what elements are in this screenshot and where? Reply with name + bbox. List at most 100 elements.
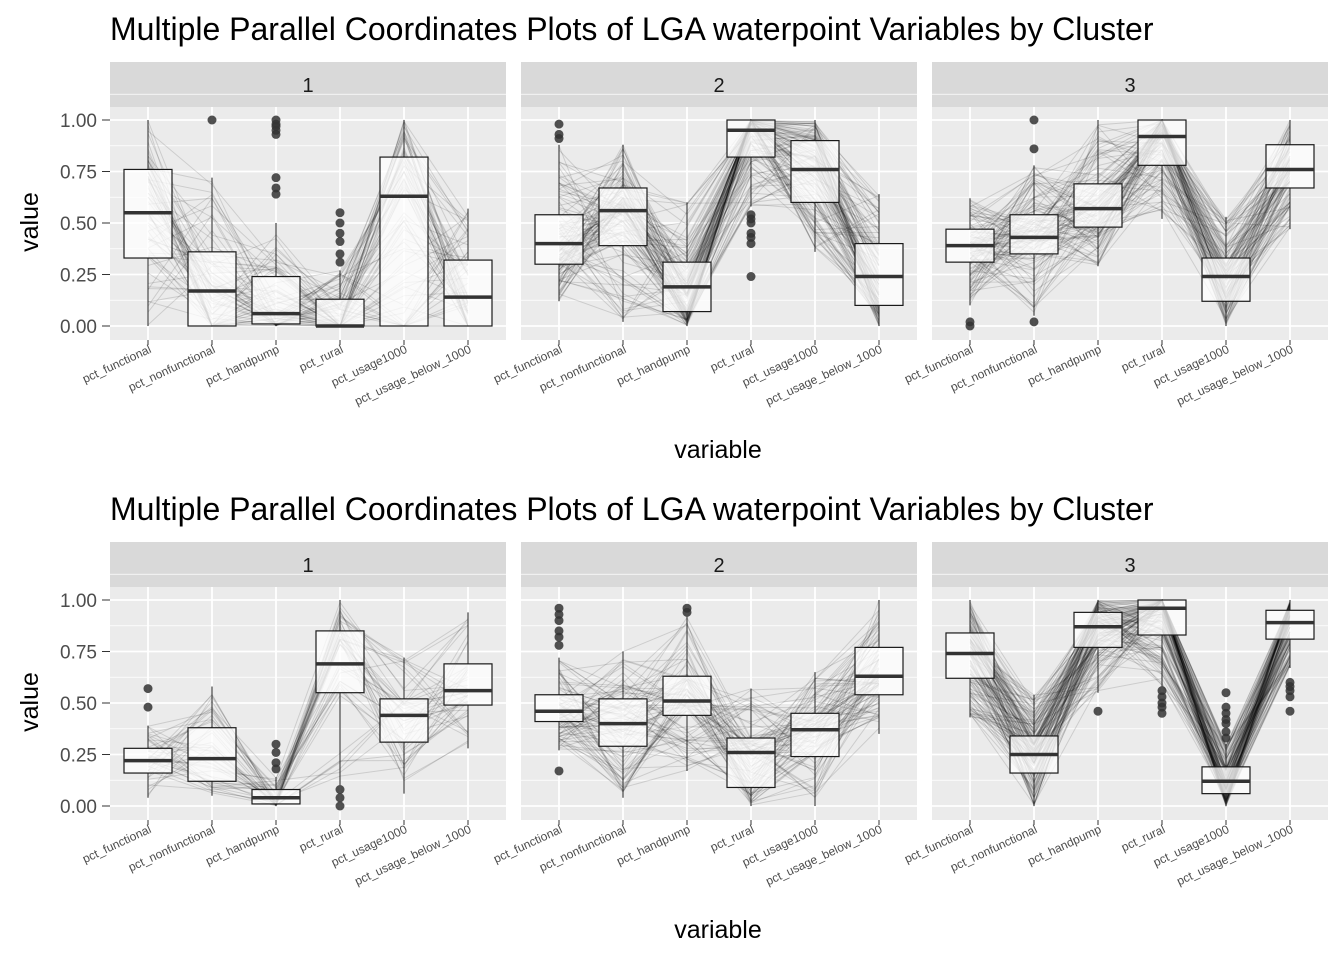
outlier-point: [746, 210, 756, 220]
pc-line: [969, 119, 1291, 309]
outlier-point: [143, 702, 153, 712]
outlier-point: [335, 801, 345, 811]
pc-line: [558, 161, 880, 326]
pc-line: [558, 622, 880, 783]
pc-line: [969, 599, 1291, 801]
x-tick-label: pct_rural: [1119, 342, 1167, 374]
boxplot-pct_functional: [534, 119, 584, 302]
pc-line: [969, 601, 1291, 786]
pc-line: [969, 604, 1291, 776]
outlier-point: [554, 609, 564, 619]
boxplot-pct_usage_below_1000: [1265, 600, 1315, 716]
pc-line: [969, 607, 1291, 771]
pc-line: [969, 599, 1291, 769]
pc-line: [558, 122, 880, 321]
pc-line: [969, 612, 1291, 770]
outlier-point: [1221, 708, 1231, 718]
outlier-point: [335, 218, 345, 228]
pc-line: [969, 603, 1291, 791]
x-tick-label: pct_usage_below_1000: [1174, 342, 1295, 408]
pc-line: [969, 598, 1291, 787]
pc-line: [147, 614, 469, 805]
pc-line: [558, 634, 880, 757]
pc-line: [969, 633, 1291, 780]
boxplot-pct_handpump: [251, 739, 301, 806]
box-iqr: [315, 630, 365, 694]
outlier-point: [1029, 115, 1039, 125]
outlier-point: [335, 237, 345, 247]
x-axis-label: variable: [674, 916, 762, 944]
pc-line: [969, 604, 1291, 747]
pc-line: [969, 615, 1291, 771]
pc-line: [969, 611, 1291, 748]
boxplot-pct_usage1000: [790, 672, 840, 806]
pc-line: [969, 599, 1291, 748]
outlier-point: [1221, 688, 1231, 698]
boxplot-pct_usage1000: [1201, 216, 1251, 326]
pc-line: [969, 608, 1291, 784]
pc-line: [969, 119, 1291, 247]
pc-line: [969, 120, 1291, 249]
pc-line: [969, 628, 1291, 793]
box-iqr: [534, 694, 584, 723]
pc-line: [558, 650, 880, 738]
outlier-point: [746, 239, 756, 249]
pc-line: [558, 125, 880, 310]
box-iqr: [726, 119, 776, 158]
pc-line: [558, 135, 880, 304]
pc-line: [969, 119, 1291, 309]
pc-line: [969, 132, 1291, 280]
chart-1: Multiple Parallel Coordinates Plots of L…: [16, 11, 1328, 464]
outlier-point: [335, 257, 345, 267]
pc-line: [147, 638, 469, 796]
pc-line: [969, 118, 1291, 271]
facet-strip: [110, 542, 506, 587]
boxplot-pct_usage_below_1000: [1265, 120, 1315, 230]
pc-line: [969, 620, 1291, 778]
outlier-point: [554, 603, 564, 613]
boxplot-pct_rural: [315, 600, 365, 811]
x-axis-label: variable: [674, 436, 762, 464]
boxplot-pct_usage_below_1000: [854, 194, 904, 326]
outlier-point: [1221, 727, 1231, 737]
pc-line: [969, 599, 1291, 749]
outlier-point: [1157, 686, 1167, 696]
pc-line: [969, 605, 1291, 784]
outlier-point: [271, 739, 281, 749]
y-tick-label: 0.75: [60, 643, 97, 664]
pc-line: [558, 121, 880, 320]
pc-line: [969, 153, 1291, 275]
outlier-point: [1157, 698, 1167, 708]
pc-line: [969, 599, 1291, 787]
pc-line: [969, 600, 1291, 789]
outlier-point: [554, 626, 564, 636]
pc-line: [558, 693, 880, 781]
pc-line: [969, 137, 1291, 291]
pc-line: [969, 138, 1291, 248]
pc-line: [558, 682, 880, 781]
x-tick-label: pct_usage_below_1000: [352, 822, 473, 888]
pc-line: [969, 167, 1291, 277]
box-iqr: [443, 259, 493, 327]
facet-strip: [932, 62, 1328, 107]
pc-line: [969, 604, 1291, 798]
pc-line: [969, 626, 1291, 782]
pc-line: [969, 598, 1291, 769]
pc-line: [969, 609, 1291, 753]
pc-line: [969, 174, 1291, 266]
boxplot-pct_functional: [123, 684, 173, 798]
pc-line: [147, 631, 469, 806]
pc-line: [558, 122, 880, 314]
outlier-point: [271, 115, 281, 125]
pc-line: [969, 135, 1291, 261]
outlier-point: [1221, 702, 1231, 712]
y-tick-label: 0.00: [60, 317, 97, 338]
pc-line: [969, 599, 1291, 784]
pc-line: [969, 618, 1291, 791]
outlier-point: [335, 208, 345, 218]
box-iqr: [662, 675, 712, 716]
box-iqr: [1265, 609, 1315, 640]
box-iqr: [790, 712, 840, 758]
outlier-point: [1285, 706, 1295, 716]
pc-line: [969, 620, 1291, 772]
